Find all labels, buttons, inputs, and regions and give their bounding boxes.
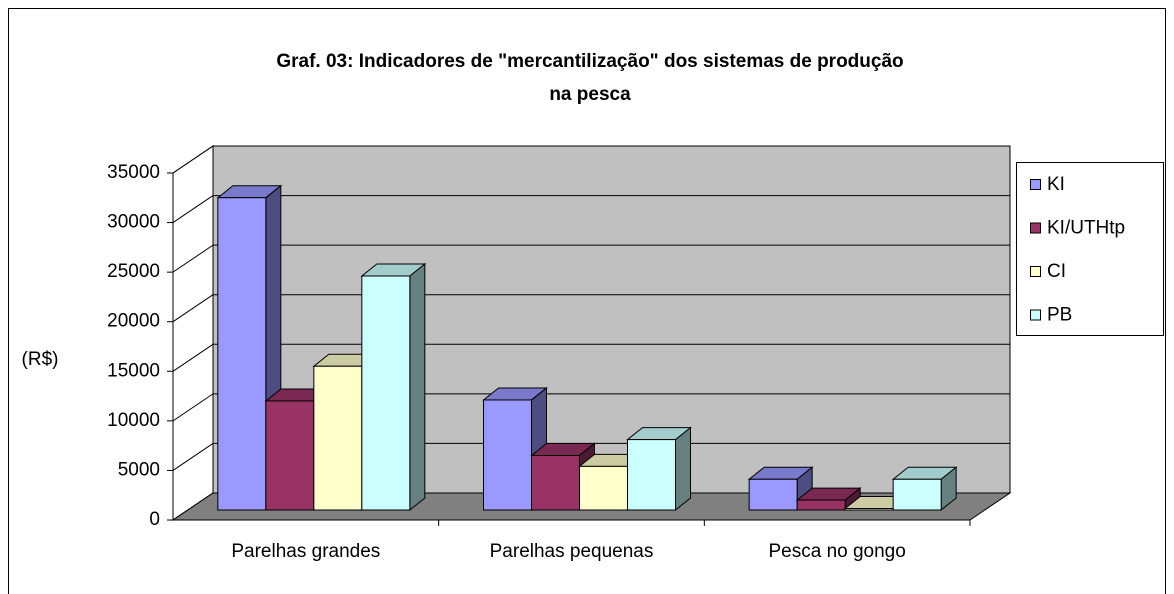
grid-line: [172, 443, 214, 471]
bar-front: [748, 478, 798, 511]
x-tick-label: Parelhas grandes: [231, 541, 380, 562]
legend-label: CI: [1047, 261, 1066, 282]
grid-line: [172, 145, 214, 174]
bar: [530, 442, 596, 512]
legend-swatch: [1030, 309, 1041, 321]
y-tick-label: 35000: [107, 162, 160, 183]
y-tick-label: 30000: [107, 212, 160, 233]
bar-side: [675, 426, 691, 512]
bar-front: [796, 499, 846, 511]
bar-front: [892, 478, 942, 511]
y-tick-label: 20000: [107, 311, 160, 332]
bar-front: [627, 439, 676, 511]
bar: [360, 262, 427, 512]
bar-front: [844, 508, 894, 511]
bar: [795, 487, 862, 512]
x-tick-label: Parelhas pequenas: [490, 541, 654, 562]
chart-subtitle: na pesca: [549, 84, 631, 105]
bar-front: [483, 399, 532, 511]
legend-swatch: [1030, 266, 1041, 277]
bar-front: [265, 400, 315, 511]
bar-front: [217, 197, 267, 511]
bar-front: [313, 365, 363, 511]
y-axis-label: (R$): [22, 349, 59, 370]
y-tick-label: 10000: [107, 410, 160, 431]
grid-line: [172, 294, 214, 323]
x-tick-label: Pesca no gongo: [768, 541, 905, 562]
bar: [891, 466, 958, 512]
legend-swatch: [1030, 222, 1041, 234]
bar-front: [361, 275, 411, 511]
grid-line: [172, 343, 214, 372]
legend-label: KI: [1047, 174, 1065, 195]
legend-label: KI/UTHtp: [1047, 218, 1125, 239]
bar-front: [531, 454, 580, 511]
legend: [1016, 162, 1164, 336]
y-tick-label: 25000: [107, 261, 160, 282]
y-tick-label: 5000: [118, 459, 160, 480]
bar: [626, 426, 692, 512]
grid-line: [172, 393, 214, 422]
grid-line: [172, 244, 214, 273]
y-tick-label: 0: [149, 509, 160, 530]
y-tick-label: 15000: [107, 360, 160, 381]
bar-front: [579, 465, 628, 511]
legend-label: PB: [1047, 305, 1072, 326]
grid-line: [172, 195, 214, 223]
bar-side: [409, 262, 426, 512]
bar: [747, 466, 814, 512]
chart-title: Graf. 03: Indicadores de "mercantilizaçã…: [276, 51, 903, 72]
legend-swatch: [1030, 179, 1041, 190]
side-wall: [172, 145, 214, 521]
